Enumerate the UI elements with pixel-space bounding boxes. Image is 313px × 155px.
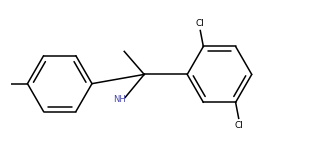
Text: Cl: Cl bbox=[234, 121, 243, 130]
Text: NH: NH bbox=[113, 95, 126, 104]
Text: Cl: Cl bbox=[196, 19, 205, 28]
